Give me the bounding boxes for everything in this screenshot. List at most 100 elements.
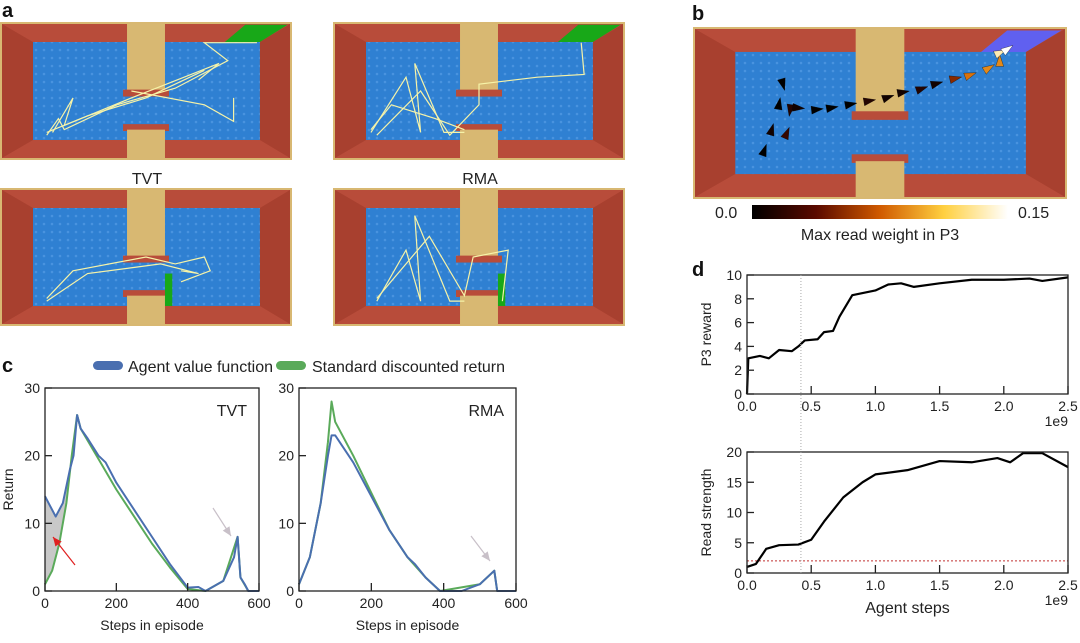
- x-tick-label: 0.5: [801, 577, 821, 593]
- y-tick-label: 0: [734, 565, 742, 581]
- maze-pillar: [127, 188, 165, 257]
- y-tick-label: 4: [734, 338, 742, 354]
- gray-arrow-head: [222, 526, 231, 536]
- y-tick-label: 30: [24, 380, 40, 396]
- heading-arrow: [995, 53, 1004, 67]
- x-tick-label: 1.5: [930, 577, 950, 593]
- legend-swatch-value: [93, 361, 123, 370]
- maze-ledge: [123, 124, 169, 132]
- heading-arrow: [777, 77, 786, 91]
- y-axis-label: P3 reward: [698, 303, 714, 367]
- maze-pillar: [460, 295, 498, 326]
- series-line: [44, 414, 259, 592]
- plot-frame: [44, 387, 260, 592]
- heading-arrow: [825, 104, 839, 113]
- colorbar-label: Max read weight in P3: [801, 227, 959, 244]
- gray-arrow-head: [481, 551, 490, 561]
- heading-arrow: [844, 101, 858, 110]
- panel-label-a: a: [2, 0, 14, 22]
- x-tick-label: 600: [247, 595, 271, 611]
- maze-side-wall: [2, 24, 33, 158]
- series-line: [44, 414, 259, 592]
- legend-label-value: Agent value function: [128, 359, 273, 376]
- plot-annotation: RMA: [468, 403, 504, 420]
- chart-0: 0 200 400 600 0 10 20 30 Steps in episode Return T…: [0, 380, 271, 633]
- x-tick-label: 200: [360, 595, 384, 611]
- y-tick-label: 15: [726, 474, 742, 490]
- heading-arrow: [948, 75, 963, 84]
- legend-swatch-return: [276, 361, 306, 370]
- maze-pillar: [127, 22, 165, 91]
- series-line: [745, 276, 1069, 395]
- caption-rma: RMA: [462, 171, 498, 188]
- trajectory: [46, 69, 205, 133]
- y-tick-label: 2: [734, 362, 742, 378]
- x-tick-label: 2.0: [994, 577, 1014, 593]
- y-tick-label: 20: [278, 448, 294, 464]
- heading-arrow: [810, 105, 824, 115]
- heading-arrow: [766, 123, 775, 137]
- heading-arrow: [914, 86, 929, 95]
- panel-label-c: c: [2, 355, 13, 377]
- maze-pillar: [127, 295, 165, 326]
- panel-label-d: d: [692, 259, 704, 281]
- x-scale-label: 1e9: [1045, 592, 1069, 608]
- x-tick-label: 200: [105, 595, 129, 611]
- trajectory: [376, 235, 509, 302]
- panel-label-b: b: [692, 3, 704, 25]
- chart-3: 0.0 0.5 1.0 1.5 2.0 2.5 0 5 10 15 20 Agent steps Rea…: [698, 444, 1078, 617]
- y-tick-label: 20: [24, 448, 40, 464]
- colorbar-min: 0.0: [715, 205, 737, 222]
- x-tick-label: 0.0: [737, 577, 757, 593]
- series-line: [298, 434, 516, 592]
- goal-zone: [497, 273, 506, 306]
- colorbar: [752, 205, 1008, 219]
- y-tick-label: 20: [726, 444, 742, 460]
- x-axis-label: Steps in episode: [356, 617, 460, 633]
- plot-frame: [746, 274, 1069, 395]
- x-tick-label: 0.5: [801, 398, 821, 414]
- y-tick-label: 10: [726, 267, 742, 283]
- heading-arrow: [930, 81, 944, 90]
- maze-ledge: [851, 154, 909, 163]
- maze-side-wall: [2, 190, 33, 324]
- x-tick-label: 1.5: [930, 398, 950, 414]
- y-tick-label: 10: [726, 505, 742, 521]
- maze-side-wall: [695, 29, 736, 197]
- y-tick-label: 30: [278, 380, 294, 396]
- trajectory: [370, 104, 465, 131]
- x-tick-label: 0.0: [737, 398, 757, 414]
- heading-arrow: [773, 97, 783, 111]
- plot-frame: [298, 387, 517, 592]
- maze: [333, 188, 625, 326]
- x-scale-label: 1e9: [1045, 413, 1069, 429]
- y-tick-label: 5: [734, 535, 742, 551]
- x-axis-label: Agent steps: [865, 600, 950, 617]
- chart-1: 0 200 400 600 0 10 20 30 Steps in episode RMA: [278, 380, 527, 633]
- y-axis-label: Return: [0, 468, 16, 510]
- maze-ledge: [851, 111, 909, 120]
- maze-side-wall: [259, 24, 290, 158]
- trajectory: [131, 90, 235, 123]
- legend-label-return: Standard discounted return: [312, 359, 505, 376]
- red-arrow-head: [53, 537, 62, 547]
- x-tick-label: 2.5: [1058, 577, 1078, 593]
- heading-arrow: [1000, 45, 1014, 56]
- y-tick-label: 0: [286, 583, 294, 599]
- maze-ledge: [456, 290, 502, 298]
- maze-pillar: [855, 161, 905, 199]
- y-tick-label: 10: [24, 515, 40, 531]
- maze-pillar: [460, 188, 498, 257]
- y-tick-label: 8: [734, 291, 742, 307]
- maze: [0, 188, 292, 326]
- maze-ledge: [123, 255, 169, 263]
- trajectory: [52, 62, 220, 133]
- trajectory: [376, 42, 585, 137]
- maze-side-wall: [592, 24, 623, 158]
- x-tick-label: 2.5: [1058, 398, 1078, 414]
- heading-arrow: [981, 64, 995, 75]
- x-tick-label: 0: [41, 595, 49, 611]
- x-tick-label: 600: [504, 595, 528, 611]
- heading-arrow: [758, 143, 767, 158]
